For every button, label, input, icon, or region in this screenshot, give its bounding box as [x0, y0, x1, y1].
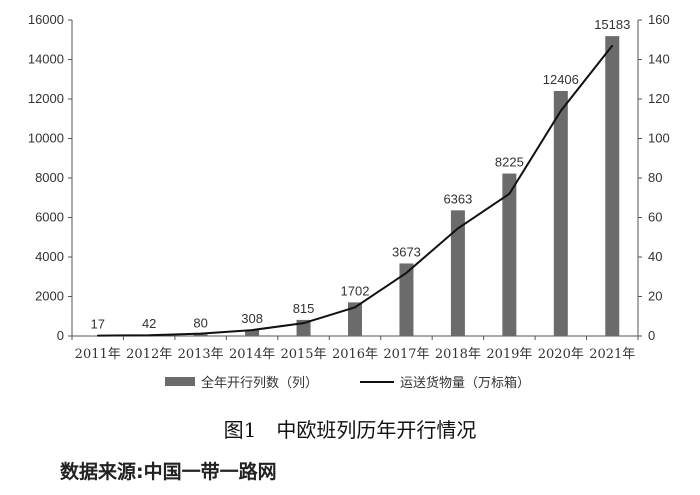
figure-title: 图1 中欧班列历年开行情况 [223, 418, 477, 442]
line-point [302, 322, 305, 324]
data-source: 数据来源:中国一带一路网 [60, 461, 277, 483]
data-labels-group: 17 42 80 308 815 1702 3673 6363 8225 12406 15183 [90, 17, 630, 332]
x-tick-label: 2017年 [383, 347, 429, 362]
line-point [611, 44, 614, 47]
chart: 17 42 80 308 815 1702 3673 6363 8225 12406 15183 0… [28, 12, 670, 362]
bar [502, 173, 517, 336]
data-label: 42 [142, 316, 156, 331]
line-point [148, 334, 150, 337]
left-tick-label: 6000 [35, 210, 64, 225]
right-tick-label: 140 [648, 52, 670, 67]
legend-line-label: 运送货物量（万标箱） [400, 376, 531, 391]
bar [553, 90, 568, 336]
line-point [560, 110, 562, 112]
x-tick-label: 2014年 [229, 347, 275, 362]
right-tick-label: 60 [648, 210, 662, 225]
left-tick-label: 14000 [28, 52, 64, 67]
x-ticks: 2011年 2012年 2013年 2014年 2015年 2016年 2017年 2018年… [71, 336, 639, 362]
right-tick-label: 40 [648, 249, 662, 264]
line-point [405, 272, 408, 274]
legend-item-line: 运送货物量（万标箱） [360, 372, 530, 391]
data-label: 12406 [543, 72, 579, 87]
x-tick-label: 2015年 [280, 347, 326, 362]
left-tick-label: 8000 [35, 170, 64, 185]
line-point [508, 193, 511, 195]
data-label: 80 [193, 315, 207, 330]
right-y-ticks: 0 20 40 60 80 100 120 140 160 [638, 12, 670, 343]
legend-line-swatch [360, 380, 394, 383]
left-tick-label: 4000 [35, 249, 64, 264]
x-tick-label: 2012年 [126, 347, 172, 362]
legend-item-bar: 全年开行列数（列） [165, 372, 318, 391]
data-label: 15183 [594, 17, 630, 32]
bar [450, 210, 465, 336]
legend-bar-swatch [165, 377, 195, 386]
data-label: 3673 [392, 244, 421, 259]
data-label: 17 [90, 317, 104, 332]
legend-bar-label: 全年开行列数（列） [201, 376, 319, 391]
line-point [354, 306, 356, 309]
right-tick-label: 120 [648, 91, 670, 106]
data-label: 6363 [443, 191, 472, 206]
legend: 全年开行列数（列） 运送货物量（万标箱） [0, 372, 700, 396]
bar [399, 263, 414, 336]
x-tick-label: 2021年 [589, 347, 635, 362]
data-label: 308 [241, 311, 263, 326]
data-label: 8225 [495, 155, 524, 170]
x-tick-label: 2016年 [332, 347, 378, 362]
right-tick-label: 0 [648, 328, 655, 343]
left-tick-label: 12000 [28, 91, 64, 106]
bar [605, 36, 620, 337]
left-tick-label: 10000 [28, 131, 64, 146]
x-tick-label: 2011年 [75, 347, 121, 362]
left-tick-label: 2000 [35, 289, 64, 304]
bar [193, 334, 208, 336]
x-tick-label: 2020年 [538, 347, 584, 362]
x-tick-label: 2019年 [486, 347, 532, 362]
right-tick-label: 20 [648, 289, 662, 304]
line-point [251, 329, 253, 331]
right-tick-label: 80 [648, 170, 662, 185]
line-point [199, 332, 202, 335]
left-tick-label: 0 [57, 328, 64, 343]
right-tick-label: 160 [648, 12, 670, 27]
bar [245, 329, 260, 336]
data-label: 815 [293, 301, 315, 316]
line-point [457, 227, 459, 230]
line-series-group [96, 44, 614, 337]
data-label: 1702 [341, 283, 370, 298]
left-y-ticks: 0 2000 4000 6000 8000 10000 12000 14000 16000 [28, 12, 72, 343]
left-tick-label: 16000 [28, 12, 64, 27]
bars-group [90, 36, 620, 337]
line-point [96, 334, 99, 337]
right-tick-label: 100 [648, 131, 670, 146]
x-tick-label: 2013年 [178, 347, 224, 362]
x-tick-label: 2018年 [435, 347, 481, 362]
bar [348, 302, 362, 336]
